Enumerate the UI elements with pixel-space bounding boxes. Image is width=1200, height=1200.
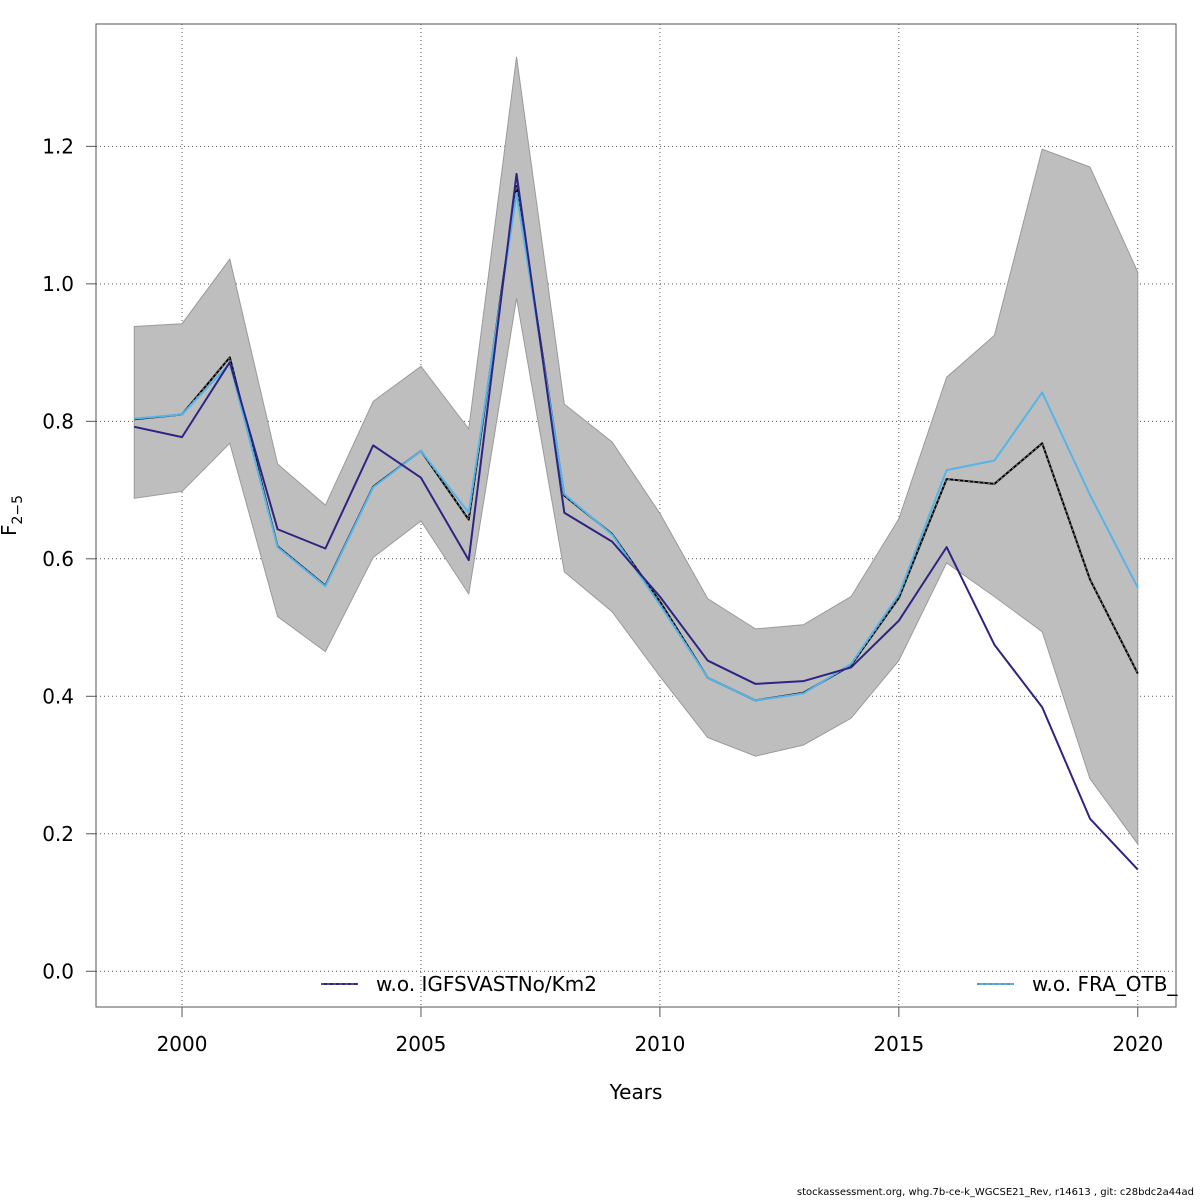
legend-label-igfs: w.o. IGFSVASTNo/Km2 <box>376 972 597 996</box>
y-tick-label-6: 1.2 <box>42 134 74 158</box>
confidence-band <box>133 56 1139 846</box>
y-axis-title-subscript: 2−5 <box>10 495 26 525</box>
x-tick-label-2010: 2010 <box>634 1032 685 1056</box>
y-tick-label-2: 0.4 <box>42 684 74 708</box>
legend-entry-fra: w.o. FRA_OTB_ <box>977 972 1178 996</box>
y-tick-label-1: 0.2 <box>42 822 74 846</box>
x-tick-label-2020: 2020 <box>1112 1032 1163 1056</box>
y-axis-title: F2−5 <box>0 495 26 536</box>
legend: w.o. IGFSVASTNo/Km2 w.o. FRA_OTB_ <box>321 972 1178 996</box>
y-tick-label-4: 0.8 <box>42 409 74 433</box>
y-tick-label-3: 0.6 <box>42 547 74 571</box>
footer-credit: stockassessment.org, whg.7b-ce-k_WGCSE21… <box>796 1187 1194 1198</box>
legend-label-fra: w.o. FRA_OTB_ <box>1032 972 1178 996</box>
x-tick-label-2015: 2015 <box>873 1032 924 1056</box>
x-tick-label-2000: 2000 <box>157 1032 208 1056</box>
x-axis: 2000 2005 2010 2015 2020 <box>157 1006 1163 1056</box>
series-layer <box>134 172 1139 871</box>
x-axis-title: Years <box>609 1080 663 1104</box>
series-line-igfs <box>134 172 1139 871</box>
x-tick-label-2005: 2005 <box>396 1032 447 1056</box>
y-tick-label-5: 1.0 <box>42 272 74 296</box>
y-axis: 0.0 0.2 0.4 0.6 0.8 1.0 1.2 <box>42 134 97 983</box>
y-axis-title-base: F <box>0 525 21 537</box>
legend-entry-igfs: w.o. IGFSVASTNo/Km2 <box>321 972 597 996</box>
confidence-band-group <box>133 56 1139 846</box>
y-tick-label-0: 0.0 <box>42 959 74 983</box>
